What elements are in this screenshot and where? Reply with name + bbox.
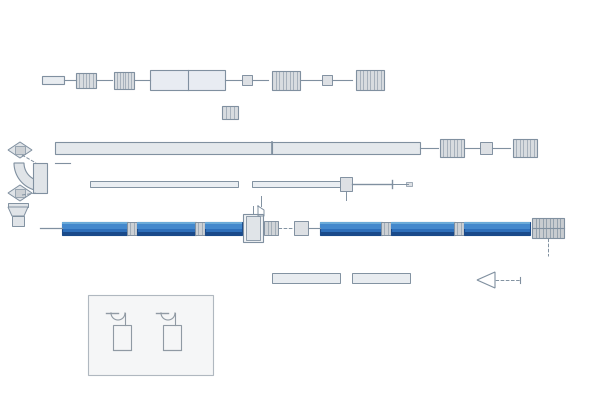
Bar [246,216,260,240]
Bar [320,222,382,224]
Bar [205,222,242,234]
Bar [320,232,382,234]
Bar [76,72,96,87]
Polygon shape [14,163,42,191]
Bar [322,75,332,85]
Bar [294,221,308,235]
Bar [391,232,455,234]
Bar [464,232,530,234]
Bar [62,222,128,224]
Bar [163,325,181,350]
Bar [205,222,242,224]
Bar [222,105,238,119]
Bar [15,146,25,154]
Bar [464,224,530,229]
Bar [264,221,278,235]
Bar [464,222,530,234]
Polygon shape [8,207,28,216]
Bar [90,181,238,187]
Bar [205,232,242,234]
Bar [113,325,131,350]
Bar [195,222,205,234]
Bar [12,216,24,226]
Bar [391,224,455,229]
Bar [532,218,564,238]
Bar [62,224,128,229]
Bar [320,224,382,229]
Bar [243,214,263,242]
Bar [480,142,492,154]
Bar [62,222,128,234]
Bar [381,222,391,234]
Bar [137,222,196,234]
Bar [513,139,537,157]
Bar [356,70,384,90]
Bar [391,222,455,224]
Bar [272,70,300,90]
Bar [15,189,25,197]
Bar [62,232,128,234]
Bar [33,163,47,193]
Bar [114,72,134,89]
Bar [340,177,352,191]
Bar [137,232,196,234]
Bar [272,273,340,283]
Bar [272,142,420,154]
Bar [8,203,28,207]
Bar [391,222,455,234]
Bar [137,224,196,229]
Polygon shape [8,185,32,201]
Bar [320,222,382,234]
Bar [42,76,64,84]
Bar [252,181,340,187]
Bar [127,222,137,234]
Bar [205,224,242,229]
Bar [150,70,225,90]
Bar [242,75,252,85]
Bar [137,222,196,224]
Bar [464,222,530,224]
Bar [406,182,412,186]
Bar [55,142,272,154]
Bar [352,273,410,283]
Polygon shape [8,142,32,158]
Bar [440,139,464,157]
Bar [454,222,464,234]
Bar [88,295,213,375]
